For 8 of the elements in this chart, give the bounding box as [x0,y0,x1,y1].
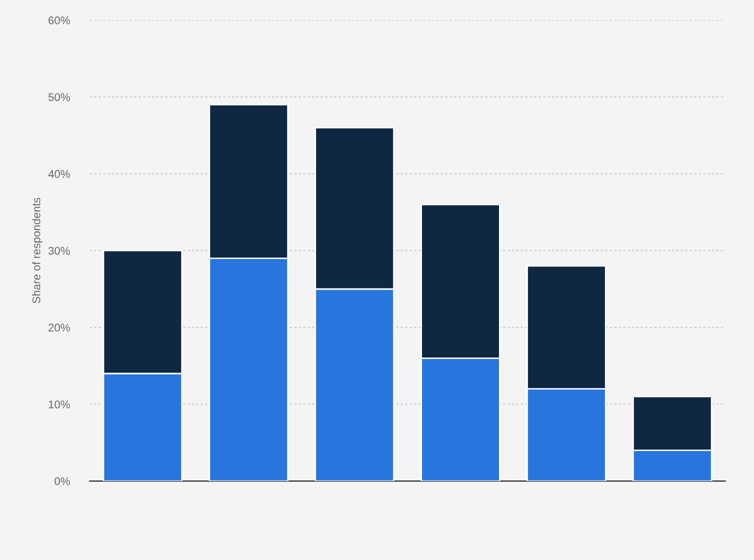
y-tick-label: 20% [48,324,70,332]
y-tick-label: 50% [48,93,70,102]
y-axis-title: Share of respondents [32,198,42,304]
y-tick-label: 60% [48,16,70,24]
y-tick-label: 30% [48,246,70,255]
y-tick-label: 10% [48,400,70,408]
y-tick-label: 0% [54,477,70,486]
y-tick-label: 40% [48,170,70,178]
